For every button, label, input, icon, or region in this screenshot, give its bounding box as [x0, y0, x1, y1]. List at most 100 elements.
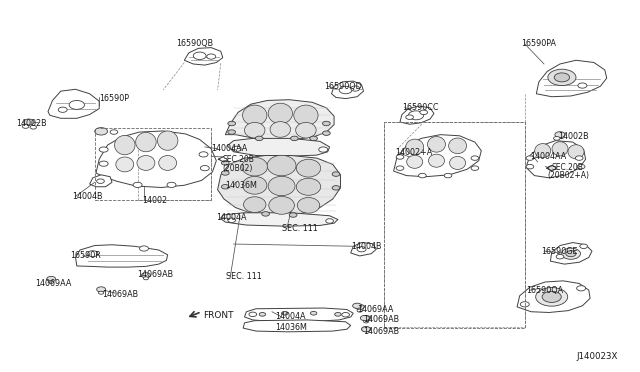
Circle shape [110, 130, 118, 134]
Circle shape [228, 121, 236, 126]
Text: SEC.20B: SEC.20B [223, 155, 255, 164]
Circle shape [351, 86, 360, 91]
Ellipse shape [137, 155, 155, 170]
Circle shape [310, 136, 317, 141]
Circle shape [554, 137, 560, 140]
Text: 14036M: 14036M [225, 182, 257, 190]
Text: (20B02+A): (20B02+A) [548, 171, 590, 180]
Circle shape [255, 136, 263, 141]
Polygon shape [221, 213, 338, 226]
Ellipse shape [449, 138, 467, 154]
Circle shape [362, 315, 371, 321]
Circle shape [141, 273, 150, 278]
Circle shape [228, 130, 236, 134]
Circle shape [232, 146, 241, 151]
Circle shape [310, 311, 317, 315]
Circle shape [95, 128, 108, 135]
Circle shape [30, 125, 36, 129]
Circle shape [249, 312, 257, 317]
Circle shape [342, 312, 349, 317]
Ellipse shape [535, 144, 550, 158]
Circle shape [323, 131, 330, 135]
Text: 16590R: 16590R [70, 251, 101, 260]
Circle shape [58, 107, 67, 112]
Circle shape [471, 166, 479, 170]
Text: 14036M: 14036M [275, 323, 307, 332]
Circle shape [332, 186, 340, 190]
Ellipse shape [268, 176, 295, 196]
Text: 14069AB: 14069AB [363, 327, 399, 336]
Circle shape [360, 315, 369, 321]
Circle shape [556, 254, 564, 259]
Polygon shape [227, 138, 330, 156]
Polygon shape [550, 243, 592, 264]
Ellipse shape [244, 122, 265, 138]
Circle shape [561, 248, 580, 259]
Circle shape [353, 303, 362, 308]
Text: FRONT: FRONT [204, 311, 234, 320]
Polygon shape [76, 245, 168, 267]
Circle shape [207, 54, 216, 59]
Circle shape [408, 111, 424, 120]
Text: 14002B: 14002B [558, 132, 589, 141]
Circle shape [133, 182, 142, 187]
Circle shape [326, 219, 333, 223]
Ellipse shape [298, 198, 320, 213]
Circle shape [24, 119, 34, 125]
Text: 14069AB: 14069AB [138, 270, 173, 279]
Text: 14069AA: 14069AA [35, 279, 72, 288]
Circle shape [193, 52, 206, 60]
Text: 14069AB: 14069AB [363, 315, 399, 324]
Polygon shape [96, 131, 216, 187]
Text: 16590QB: 16590QB [176, 39, 213, 48]
Circle shape [339, 86, 352, 94]
Circle shape [526, 164, 534, 169]
Ellipse shape [115, 135, 135, 155]
Circle shape [419, 173, 426, 178]
Ellipse shape [294, 105, 318, 125]
Circle shape [200, 166, 209, 171]
Ellipse shape [270, 122, 291, 137]
Circle shape [548, 69, 576, 86]
Circle shape [554, 73, 570, 82]
Ellipse shape [429, 154, 445, 167]
Circle shape [357, 309, 362, 312]
Circle shape [282, 311, 288, 315]
Bar [95, 128, 211, 200]
Ellipse shape [568, 145, 584, 159]
Ellipse shape [406, 139, 424, 155]
Ellipse shape [296, 122, 316, 138]
Text: 14004AA: 14004AA [211, 144, 248, 153]
Circle shape [520, 302, 529, 307]
Circle shape [49, 280, 54, 283]
Circle shape [406, 115, 413, 119]
Text: 16590P: 16590P [99, 94, 129, 103]
Circle shape [221, 185, 229, 189]
Ellipse shape [243, 176, 267, 194]
Bar [384, 122, 525, 328]
Ellipse shape [268, 103, 292, 124]
Ellipse shape [136, 132, 156, 152]
Circle shape [555, 132, 565, 138]
Text: 16590CC: 16590CC [402, 103, 438, 112]
Circle shape [396, 166, 404, 170]
Polygon shape [218, 155, 340, 216]
Text: 14002B: 14002B [16, 119, 47, 128]
Text: SEC. 111: SEC. 111 [282, 224, 317, 233]
Text: J140023X: J140023X [576, 352, 618, 361]
Text: 16590GE: 16590GE [541, 247, 577, 256]
Circle shape [97, 287, 106, 292]
Ellipse shape [157, 131, 178, 150]
Circle shape [228, 218, 236, 222]
Circle shape [99, 291, 104, 294]
Polygon shape [332, 81, 364, 99]
Circle shape [575, 156, 583, 160]
Polygon shape [244, 308, 353, 321]
Ellipse shape [244, 197, 266, 212]
Ellipse shape [296, 159, 321, 177]
Circle shape [140, 246, 148, 251]
Circle shape [357, 247, 366, 252]
Circle shape [221, 171, 229, 175]
Text: 14004B: 14004B [351, 242, 381, 251]
Circle shape [536, 288, 568, 306]
